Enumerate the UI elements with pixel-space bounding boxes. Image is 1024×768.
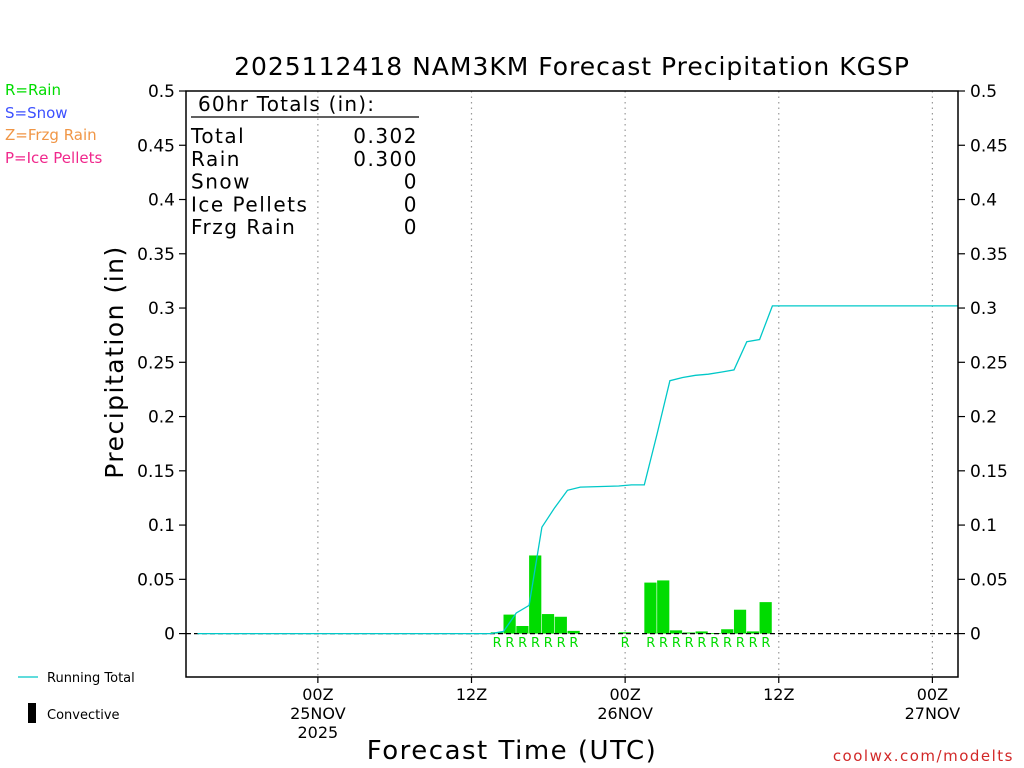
y-tick-label-left: 0 (164, 625, 175, 645)
precip-type-marker: R (710, 636, 719, 651)
precip-type-marker: R (544, 636, 553, 651)
y-tick-label-left: 0.2 (148, 408, 175, 428)
precip-type-marker: R (505, 636, 514, 651)
totals-table: 60hr Totals (in): Total 0.302 Rain 0.300 Sno… (190, 92, 419, 239)
precip-type-marker: R (685, 636, 694, 651)
precip-bar (516, 625, 529, 634)
totals-row-value: 0 (404, 192, 418, 216)
precip-bar (529, 555, 542, 634)
precip-bar (554, 616, 567, 634)
precip-type-marker: R (697, 636, 706, 651)
y-axis-ticks: 0 00.05 0.050.1 0.10.15 0.150.2 0.20.25 0.250.… (137, 82, 1008, 645)
precip-type-legend-item: S=Snow (5, 103, 68, 122)
precip-type-marker: R (723, 636, 732, 651)
precip-type-marker: R (672, 636, 681, 651)
x-tick-label: 00Z (609, 685, 640, 704)
series-legend: Running Total Convective (18, 671, 135, 723)
y-tick-label-left: 0.35 (137, 245, 175, 265)
x-axis-label: Forecast Time (UTC) (367, 736, 658, 766)
x-tick-label: 00Z (917, 685, 948, 704)
y-tick-label-left: 0.1 (148, 516, 175, 536)
precip-bars (490, 555, 772, 634)
precip-bar (541, 614, 555, 634)
precip-bar (618, 632, 631, 634)
x-tick-label: 12Z (456, 685, 487, 704)
totals-row-label: Rain (191, 147, 241, 171)
precip-bar (759, 602, 772, 634)
totals-row-label: Frzg Rain (191, 215, 296, 239)
y-tick-label-right: 0.4 (970, 191, 997, 211)
y-tick-label-right: 0 (970, 625, 981, 645)
totals-heading: 60hr Totals (in): (198, 92, 375, 116)
precip-type-legend-item: P=Ice Pellets (5, 148, 103, 167)
x-tick-label: 26NOV (597, 704, 653, 723)
x-tick-label: 00Z (302, 685, 333, 704)
running-total-legend-label: Running Total (47, 671, 135, 686)
totals-row-value: 0.302 (353, 124, 418, 148)
precip-type-marker: R (621, 636, 630, 651)
precip-type-marker: R (518, 636, 527, 651)
precip-type-marker: R (646, 636, 655, 651)
precip-bar (669, 630, 683, 634)
precip-bar (746, 631, 759, 634)
precip-type-marker: R (569, 636, 578, 651)
totals-row-value: 0.300 (353, 147, 418, 171)
precip-type-legend-item: Z=Frzg Rain (5, 126, 97, 144)
x-tick-label: 12Z (763, 685, 794, 704)
y-tick-label-right: 0.1 (970, 516, 997, 536)
chart-title: 2025112418 NAM3KM Forecast Precipitation… (234, 52, 910, 81)
precip-bar (695, 631, 708, 634)
totals-row-label: Total (190, 124, 245, 148)
x-tick-label: 2025 (298, 723, 339, 742)
precip-type-legend-item: R=Rain (5, 81, 61, 99)
totals-row-value: 0 (404, 215, 418, 239)
precip-type-marker: R (493, 636, 502, 651)
y-tick-label-left: 0.25 (137, 353, 175, 373)
y-tick-label-left: 0.05 (137, 570, 175, 590)
precip-bar (657, 580, 670, 634)
precip-type-legend: R=Rain S=Snow Z=Frzg Rain P=Ice Pellets (5, 79, 102, 169)
convective-swatch (28, 703, 36, 723)
precip-type-marker: R (749, 636, 758, 651)
precip-bar (682, 632, 695, 634)
convective-legend-label: Convective (47, 708, 120, 723)
y-tick-label-left: 0.45 (137, 136, 175, 156)
precip-bar (644, 582, 657, 634)
y-tick-label-right: 0.05 (970, 570, 1008, 590)
precip-type-marker: R (557, 636, 566, 651)
plot-frame (185, 90, 959, 678)
y-tick-label-right: 0.5 (970, 82, 997, 102)
y-tick-label-left: 0.15 (137, 462, 175, 482)
y-tick-label-right: 0.15 (970, 462, 1008, 482)
y-tick-label-right: 0.25 (970, 353, 1008, 373)
running-total-line (197, 305, 958, 635)
precip-type-marker: R (659, 636, 668, 651)
precip-type-marker: R (736, 636, 745, 651)
credit-text: coolwx.com/modelts (833, 747, 1014, 765)
y-tick-label-left: 0.5 (148, 82, 175, 102)
precip-bar (733, 609, 747, 634)
x-tick-label: 27NOV (905, 704, 961, 723)
totals-row-label: Ice Pellets (191, 192, 308, 216)
y-tick-label-left: 0.4 (148, 191, 175, 211)
totals-row-value: 0 (404, 170, 418, 194)
totals-row-label: Snow (191, 170, 251, 194)
y-tick-label-right: 0.2 (970, 408, 997, 428)
y-tick-label-right: 0.45 (970, 136, 1008, 156)
y-tick-label-right: 0.3 (970, 299, 997, 319)
precip-type-marker: R (761, 636, 770, 651)
x-tick-label: 25NOV (290, 704, 346, 723)
y-axis-label: Precipitation (in) (100, 245, 129, 479)
y-tick-label-left: 0.3 (148, 299, 175, 319)
precip-bar (567, 630, 580, 634)
y-tick-label-right: 0.35 (970, 245, 1008, 265)
precip-bar (721, 629, 734, 634)
precip-type-marker: R (531, 636, 540, 651)
